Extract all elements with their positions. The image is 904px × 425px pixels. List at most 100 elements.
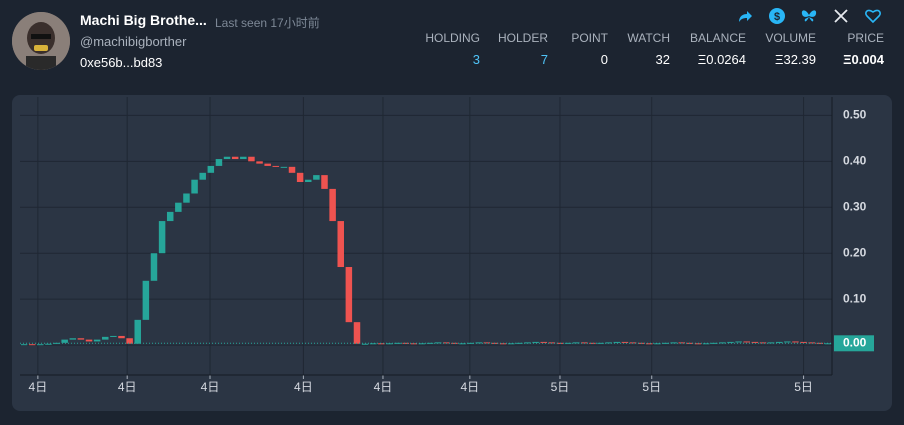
candle-body <box>175 202 182 212</box>
candle-body <box>142 280 150 320</box>
candle-body <box>361 343 369 345</box>
candle-body <box>670 342 677 344</box>
candle-body <box>459 343 466 345</box>
candle-body <box>800 341 807 343</box>
candle-body <box>678 342 686 344</box>
candle-body <box>264 163 271 166</box>
heart-icon[interactable] <box>864 7 882 25</box>
stat-label: HOLDING <box>425 31 480 45</box>
candle-body <box>240 156 247 160</box>
x-icon[interactable] <box>832 7 850 25</box>
candle-body <box>483 342 491 344</box>
candle-body <box>711 342 718 344</box>
candle-body <box>426 342 434 344</box>
stat-label: VOLUME <box>765 31 816 45</box>
candle-body <box>280 166 288 168</box>
x-tick-label: 4日 <box>374 380 393 394</box>
share-icon[interactable] <box>736 7 754 25</box>
dollar-icon[interactable]: $ <box>768 7 786 25</box>
handle: @machibigborther <box>80 34 187 49</box>
stat-value: Ξ32.39 <box>775 52 816 67</box>
avatar[interactable] <box>12 12 70 70</box>
svg-text:$: $ <box>774 11 780 23</box>
stat: BALANCE Ξ0.0264 <box>670 31 746 67</box>
stat-label: WATCH <box>627 31 670 45</box>
x-tick-label: 4日 <box>461 380 480 394</box>
stats: HOLDING 3 HOLDER 7 POINT 0 WATCH 32 BALANCE Ξ0.02… <box>420 31 884 67</box>
candle-body <box>816 342 824 344</box>
y-tick-label: 0.30 <box>843 199 867 213</box>
stat-value: Ξ0.004 <box>843 52 884 67</box>
candle-body <box>313 175 320 180</box>
candle-body <box>158 221 166 254</box>
candle-body <box>808 342 815 344</box>
candle-body <box>77 338 85 340</box>
candle-body <box>85 339 93 342</box>
x-tick-label: 4日 <box>201 380 220 394</box>
candle-body <box>508 343 515 345</box>
user-name[interactable]: Machi Big Brothe... <box>80 12 207 28</box>
stat-value: Ξ0.0264 <box>697 52 746 67</box>
candle-body <box>272 165 280 167</box>
candle-body <box>69 338 77 340</box>
candle-body <box>199 172 206 180</box>
candle-body <box>102 336 109 340</box>
stat-value: 0 <box>600 52 608 67</box>
candle-body <box>321 175 328 189</box>
candle-body <box>784 341 791 343</box>
candle-body <box>20 344 28 346</box>
candle-body <box>556 342 564 344</box>
candle-body <box>735 341 742 343</box>
candle-body <box>215 159 223 166</box>
candle-body <box>134 319 141 344</box>
candle-body <box>597 342 604 344</box>
candle-body <box>110 335 117 337</box>
candle-body <box>248 156 255 162</box>
stat: VOLUME Ξ32.39 <box>746 31 816 67</box>
candle-body <box>378 343 385 345</box>
candle-body <box>126 338 133 344</box>
icon-bar: $ <box>736 7 882 25</box>
stat-value: 3 <box>472 52 480 67</box>
x-tick-label: 5日 <box>794 380 813 394</box>
candle-body <box>767 342 775 344</box>
x-tick-label: 4日 <box>118 380 137 394</box>
x-tick-label: 5日 <box>551 380 570 394</box>
candle-body <box>613 341 621 343</box>
candle-body <box>402 342 409 344</box>
last-seen: Last seen 17小时前 <box>215 16 320 30</box>
candle-body <box>45 343 52 345</box>
candle-body <box>751 341 759 343</box>
candle-body <box>491 342 499 344</box>
candle-body <box>337 221 344 268</box>
candle-body <box>256 161 263 164</box>
candle-body <box>345 267 353 323</box>
candle-body <box>37 344 44 346</box>
candle-body <box>702 343 710 345</box>
x-tick-label: 4日 <box>29 380 48 394</box>
candle-body <box>621 341 629 343</box>
candle-body <box>191 179 198 194</box>
candle-body <box>329 188 336 222</box>
candle-body <box>61 339 68 343</box>
candle-body <box>118 335 125 339</box>
address[interactable]: 0xe56b...bd83 <box>80 55 163 70</box>
candle-body <box>418 343 426 345</box>
candle-body <box>394 342 401 344</box>
stat: WATCH 32 <box>608 31 670 67</box>
profile-header: Machi Big Brothe... Last seen 17小时前 @mac… <box>0 0 904 90</box>
candle-body <box>532 341 539 343</box>
price-marker-label: 0.00 <box>843 335 867 349</box>
butterfly-icon[interactable] <box>800 7 818 25</box>
candle-body <box>353 322 361 344</box>
candle-body <box>516 342 523 344</box>
candle-body <box>792 341 799 343</box>
candle-body <box>646 343 653 345</box>
candle-body <box>93 339 101 342</box>
candle-body <box>759 342 767 344</box>
candle-body <box>743 341 750 343</box>
stat-value: 7 <box>540 52 548 67</box>
candle-body <box>305 179 312 183</box>
stat-label: HOLDER <box>497 31 548 45</box>
